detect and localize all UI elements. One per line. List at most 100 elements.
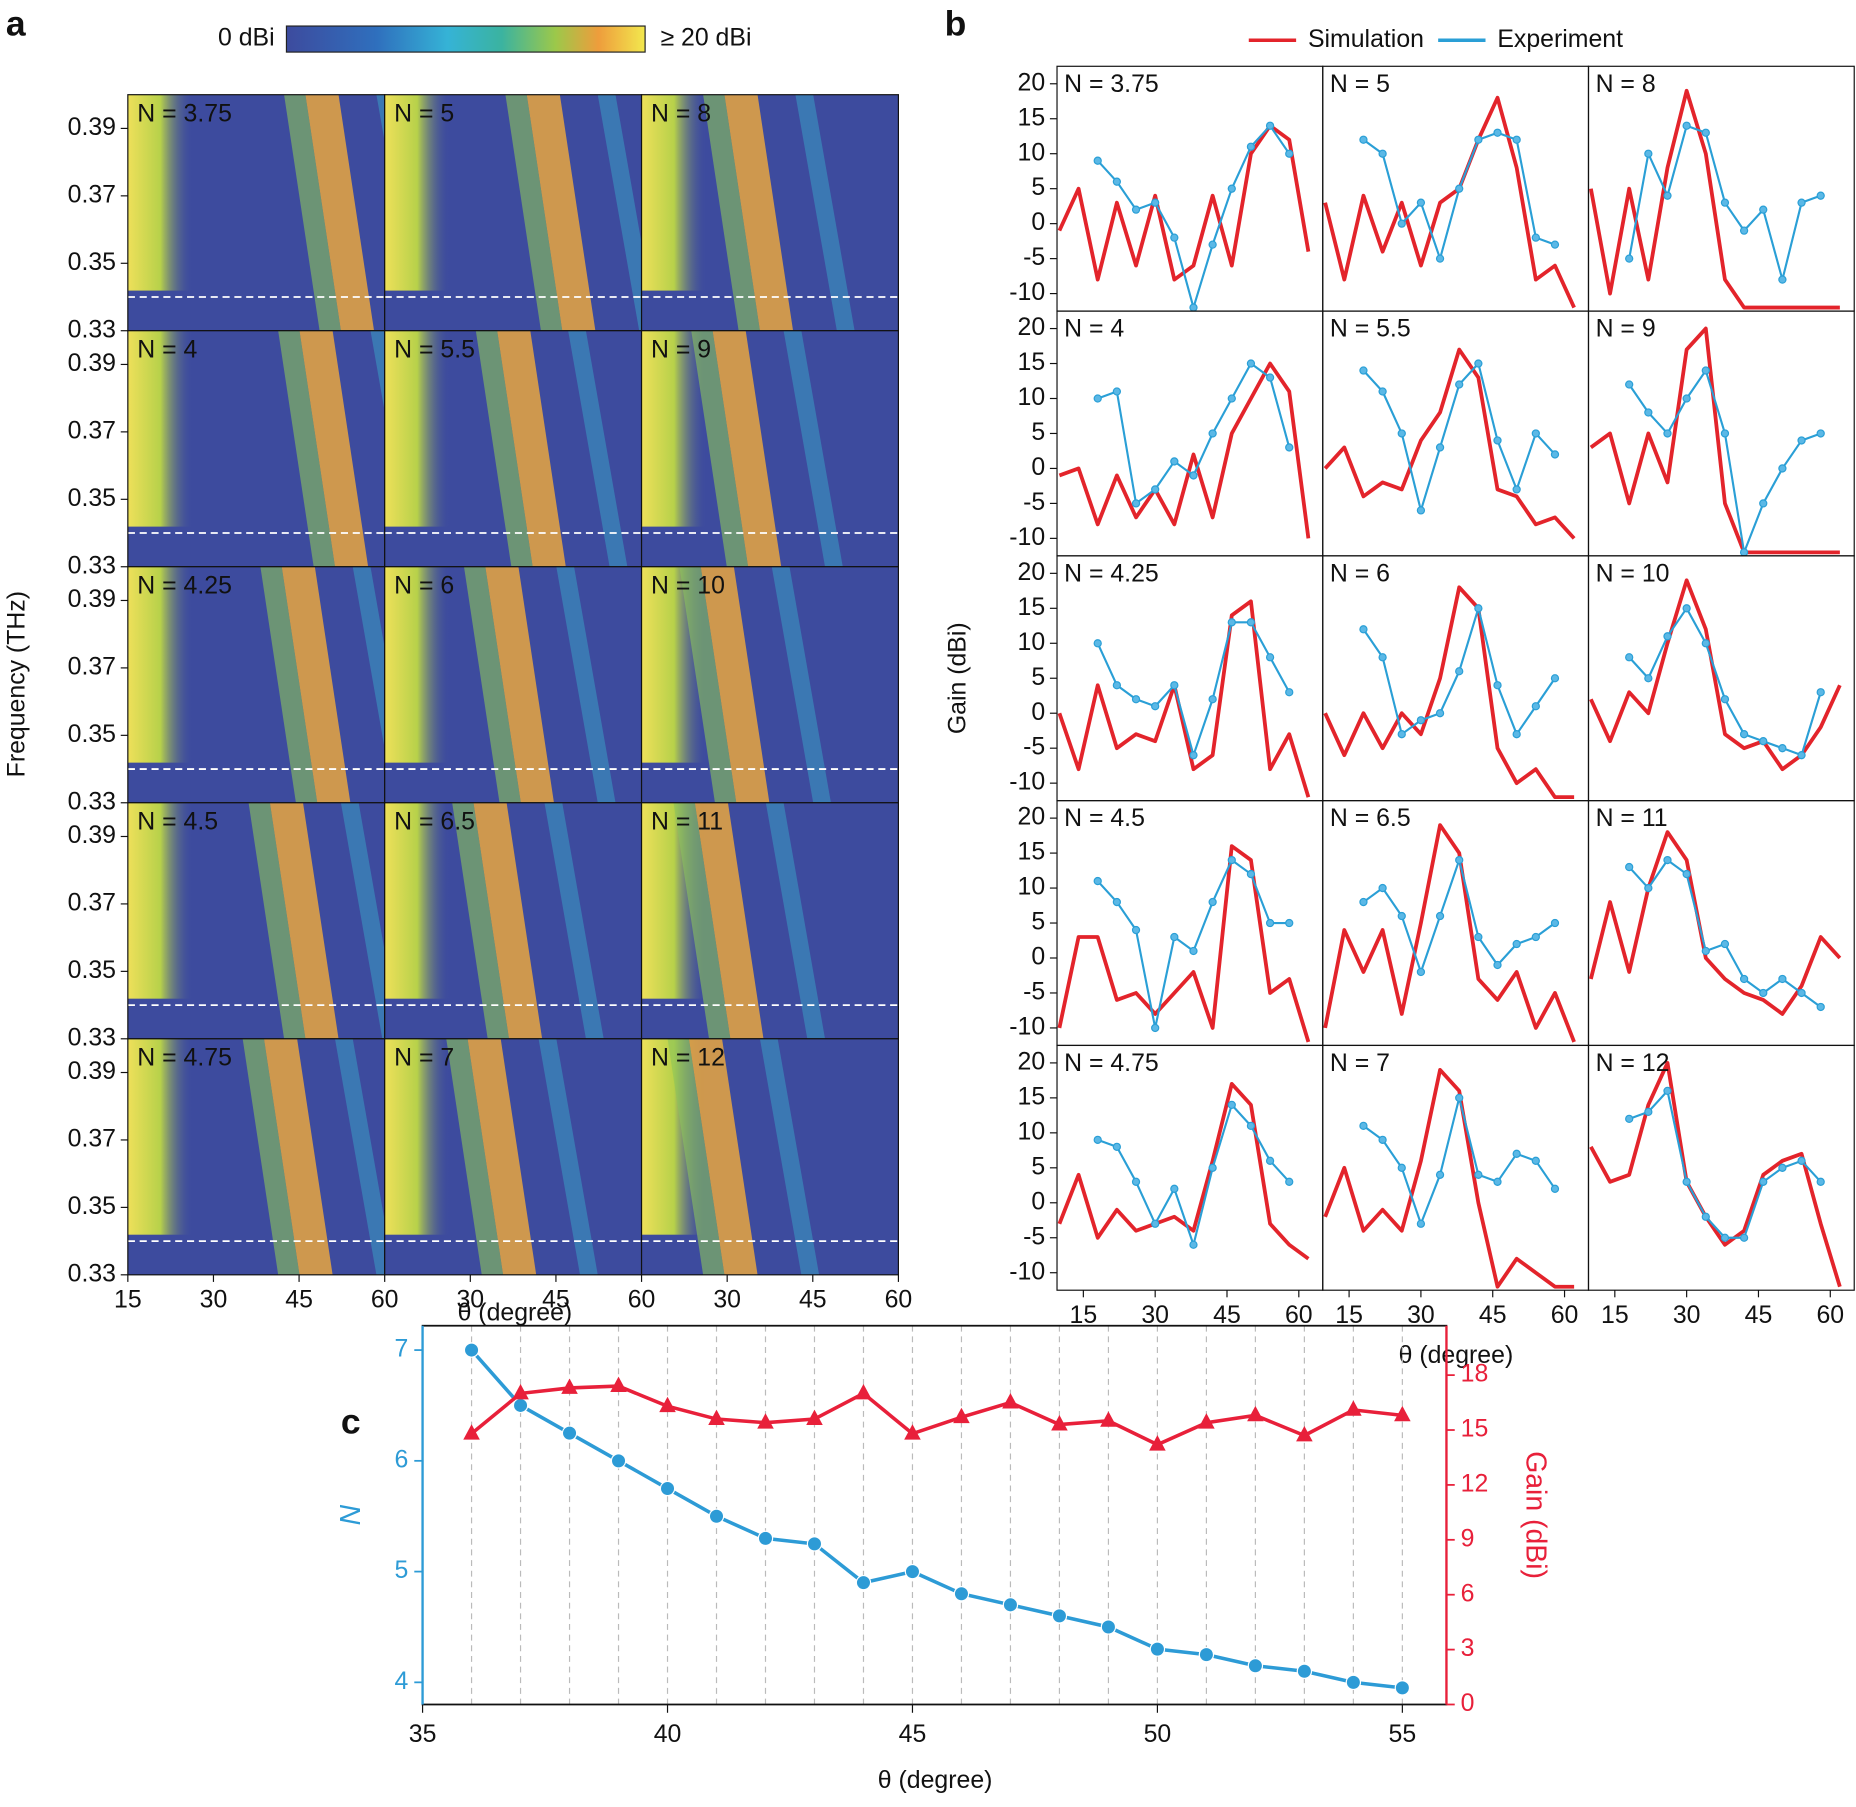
experiment-point [1531,429,1540,438]
x-tick-label: 40 [654,1721,682,1748]
panel-label: N = 4.5 [1064,805,1145,832]
subplot [1589,326,1840,556]
y-tick-label: 0.39 [68,586,116,613]
heatmap-band [475,330,533,567]
panel-label: N = 6.5 [394,808,475,835]
heatmap-strip [641,94,707,291]
heatmap-band [269,802,339,1039]
y-tick-label: 0.35 [68,249,116,276]
colorbar-min-label: 0 dBi [218,25,275,52]
y-tick-label: -5 [1023,244,1045,271]
experiment-point [1493,436,1502,445]
y2-tick-label: 12 [1461,1470,1489,1497]
experiment-point [1227,618,1236,627]
y-tick-label: 0.37 [68,181,116,208]
experiment-point [1435,1170,1445,1179]
experiment-point [1246,618,1256,627]
x-tick-label: 30 [1673,1302,1701,1329]
experiment-point [1093,394,1102,403]
experiment-point [1512,485,1521,494]
y-tick-label: 10 [1018,629,1046,656]
experiment-point [1644,149,1653,158]
experiment-point [1531,702,1540,711]
panel-frame [1587,1044,1855,1291]
simulation-line [1057,844,1311,1043]
heatmap-strip [127,802,193,999]
heatmap-band [281,566,351,803]
x-tick-label: 30 [1407,1302,1435,1329]
experiment-point [1112,177,1122,186]
heatmap-band [446,1038,504,1275]
experiment-point [1512,135,1521,144]
y-tick-label: -5 [1023,734,1045,761]
experiment-line [1096,859,1290,1030]
panel-label: N = 4.25 [137,572,232,599]
heatmap-band [667,1038,725,1275]
colorbar [285,25,646,53]
x-tick-label: 30 [456,1286,484,1313]
y-tick-label: 0.39 [68,114,116,141]
simulation-line [1057,123,1311,282]
experiment-point [1093,639,1102,648]
y-tick-label: 0.37 [68,889,116,916]
y2-tick-label: 0 [1461,1690,1475,1717]
experiment-point [1739,974,1749,984]
heatmap-strip [127,566,193,763]
heatmap-band [305,94,375,331]
panel-label: N = 9 [1596,316,1656,343]
experiment-point [1816,688,1825,697]
experiment-point [1663,429,1672,438]
experiment-point [1378,387,1387,396]
experiment-point [1474,1170,1483,1179]
subplot [1058,359,1311,539]
legend-label: Experiment [1497,26,1623,53]
experiment-point [1189,471,1198,480]
experiment-point [1416,1219,1426,1228]
y-tick-label: 10 [1018,874,1046,901]
y-tick-label: 0.35 [68,1193,116,1220]
y-tick-label: 6 [395,1446,409,1473]
y-tick-label: 0 [1031,944,1045,971]
panel-label: N = 12 [1596,1050,1670,1077]
heatmap-strip [127,1038,193,1235]
heatmap-band [497,330,566,567]
y-tick-label: -10 [1009,1014,1045,1041]
simulation-line [1057,1081,1310,1261]
x-tick-label: 30 [200,1286,228,1313]
experiment-point [1474,604,1483,613]
experiment-point [1265,918,1275,928]
experiment-point [1701,946,1710,956]
experiment-point [1227,855,1236,865]
series-line [470,1384,1403,1447]
x-tick-label: 45 [542,1286,570,1313]
marker [463,1424,480,1440]
experiment-line [1628,1089,1822,1239]
y-tick-label: 0.33 [68,788,116,815]
y-tick-label: -5 [1023,489,1045,516]
heatmap-band [467,1038,537,1275]
experiment-point [1435,254,1445,263]
heatmap-band [242,1038,300,1275]
y2-tick-label: 6 [1461,1580,1475,1607]
y-tick-label: 15 [1018,839,1046,866]
experiment-point [1285,1177,1294,1186]
experiment-point [1151,198,1160,207]
experiment-point [1663,632,1672,641]
experiment-point [1359,897,1368,907]
experiment-point [1474,135,1483,144]
experiment-point [1208,240,1217,249]
panel-label: c [341,1401,361,1441]
y-tick-label: 0.35 [68,957,116,984]
marker [463,1342,480,1358]
experiment-point [1189,946,1198,956]
y-tick-label: 0.37 [68,1126,116,1153]
experiment-point [1227,1100,1236,1110]
y-tick-label: 0 [1031,1188,1045,1215]
subplot [1057,599,1311,798]
experiment-point [1531,932,1540,942]
experiment-point [1797,988,1806,998]
experiment-point [1131,1177,1141,1186]
experiment-point [1435,709,1445,718]
heatmap-strip [127,94,193,291]
